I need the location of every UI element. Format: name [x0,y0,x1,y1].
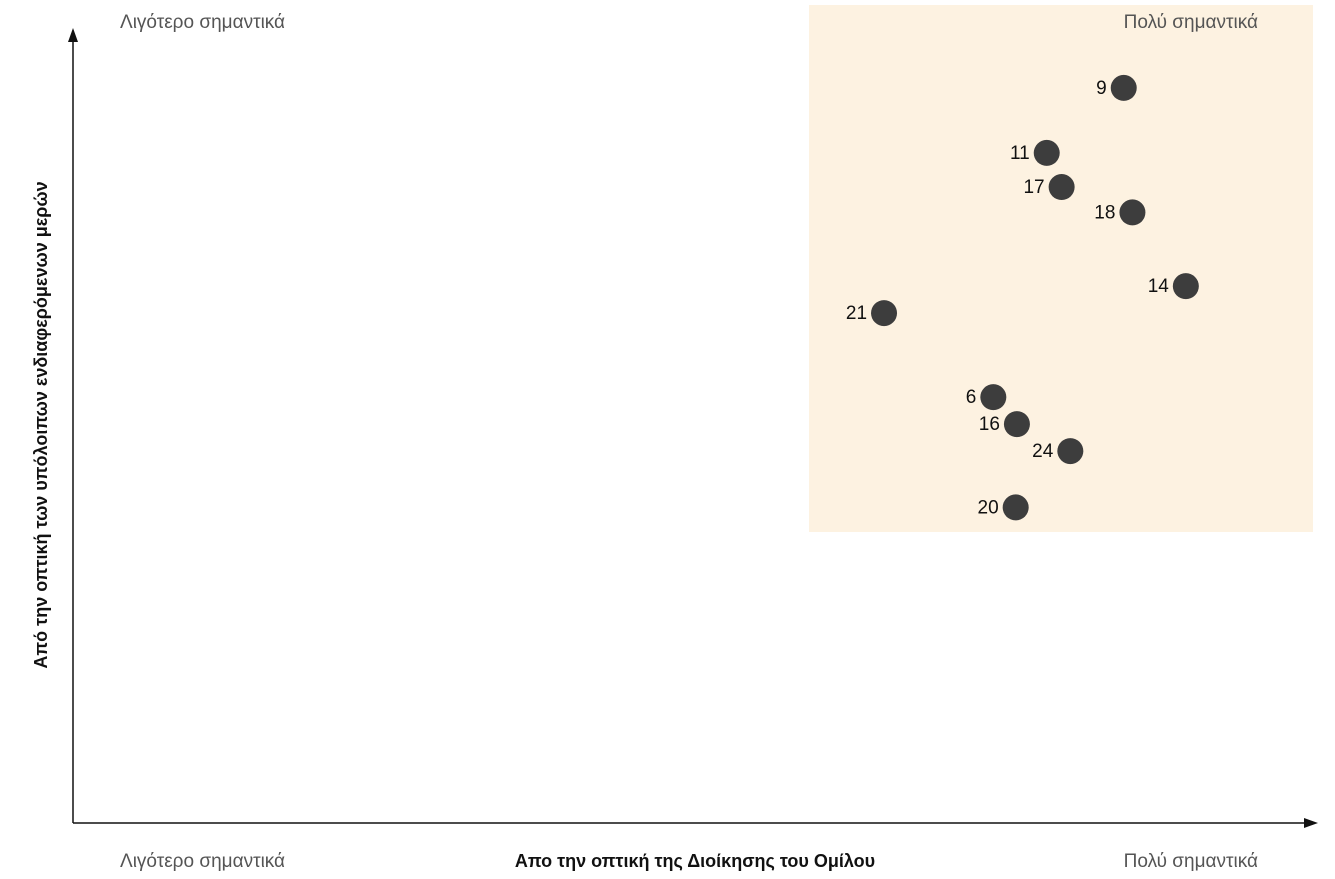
point [1003,411,1030,438]
point-label: 6 [966,387,977,408]
y-axis-arrow [68,28,78,42]
point-label: 20 [978,497,999,518]
point [1057,438,1084,465]
point-label: 21 [846,303,867,324]
corner-label: Λιγότερο σημαντικά [120,12,285,33]
point-label: 11 [1010,143,1030,164]
point-label: 14 [1148,276,1170,297]
point [1033,139,1060,166]
point [1002,494,1029,521]
point-label: 17 [1023,177,1044,198]
point-label: 18 [1094,202,1115,223]
corner-label: Πολύ σημαντικά [1124,12,1258,33]
corner-label: Λιγότερο σημαντικά [120,851,285,872]
x-axis-title: Απο την οπτική της Διοίκησης του Ομίλου [515,851,875,871]
corner-label: Πολύ σημαντικά [1124,851,1258,872]
y-axis-title: Από την οπτική των υπόλοιπων ενδιαφερόμε… [31,181,51,668]
point [1172,273,1199,300]
point [1110,74,1137,101]
point [1048,174,1075,201]
x-axis-arrow [1304,818,1318,828]
point [1119,199,1146,226]
point-label: 9 [1096,78,1107,99]
point [980,384,1007,411]
point-label: 24 [1032,441,1054,462]
point [871,300,898,327]
point-label: 16 [979,414,1000,435]
